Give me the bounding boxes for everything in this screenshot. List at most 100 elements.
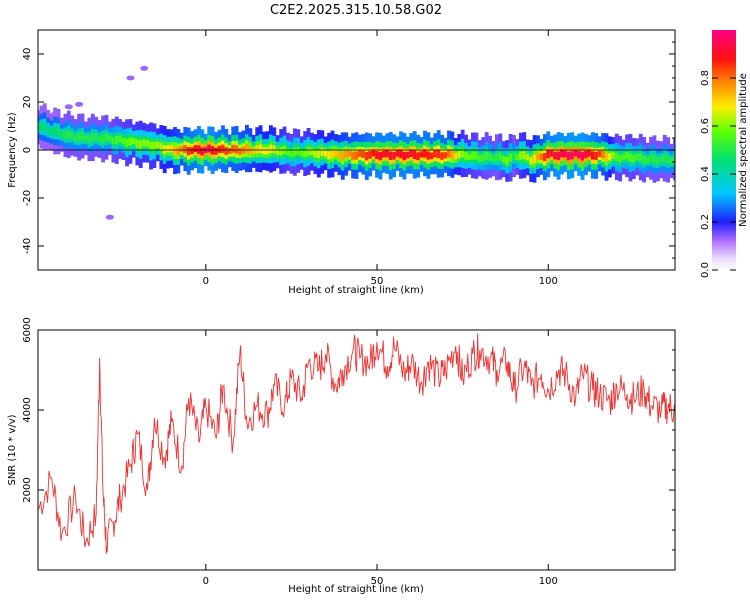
colorbar-tick-label: 0.8 [700, 70, 711, 86]
spectrogram-cell [330, 149, 335, 159]
spectrogram-cell [108, 135, 112, 142]
spectrogram-cell [395, 150, 400, 157]
spectrogram-cell [179, 146, 184, 153]
spectrogram-cell [666, 155, 671, 164]
snr-x-axis-label: Height of straight line (km) [288, 584, 424, 595]
chart-title: C2E2.2025.315.10.58.G02 [270, 3, 442, 18]
spectrogram-cell [94, 133, 99, 141]
spectrogram-cell [539, 153, 544, 161]
spectrogram-cell [265, 147, 270, 155]
spectrogram-cell [614, 152, 619, 162]
spectrogram-cell [231, 144, 236, 153]
colorbar-tick-label: 0.6 [700, 118, 711, 134]
spectrogram-cell [49, 128, 54, 136]
snr-panel: 0 50 100 2000 4000 6000 Height of straight li… [7, 317, 676, 595]
spectrogram-cell [405, 151, 410, 159]
spectrogram-cell [162, 145, 167, 154]
spectrogram-cell [101, 134, 105, 144]
spectrogram-cell [560, 150, 564, 158]
spectrogram-cell [594, 151, 599, 161]
spectrogram-cell [381, 150, 386, 158]
spectrogram-cell [416, 152, 421, 161]
spectrogram-cell [200, 147, 205, 156]
spectrogram-cell [412, 150, 417, 160]
spectrogram-cell [337, 151, 342, 159]
spectrogram-cell [577, 150, 582, 159]
spectrogram-cell [310, 148, 314, 156]
spectrogram-cell [570, 151, 575, 160]
spectrogram-cell [566, 151, 571, 161]
spectrogram-cell [155, 141, 160, 148]
spectrogram-cell [358, 150, 362, 157]
snr-x-tick-label: 50 [371, 576, 384, 587]
spectrogram-cell [118, 135, 123, 143]
spectrogram-cell [292, 147, 297, 157]
spectrogram-cell [378, 152, 383, 161]
spectrogram-cell [501, 155, 506, 163]
spectrogram-cell [289, 150, 294, 158]
snr-y-tick-label: 2000 [22, 477, 33, 502]
spectrogram-cell [275, 148, 280, 155]
spectrogram-cell [635, 153, 640, 161]
spectrogram-cell [214, 147, 218, 155]
spectrogram-cell [207, 144, 212, 153]
spectrogram-cell [549, 150, 554, 157]
spectrogram-outlier [126, 75, 135, 81]
spectrogram-cell [498, 152, 503, 161]
spectrogram-cell [652, 154, 657, 164]
spectrogram-cell [193, 145, 198, 153]
spectrogram-cell [186, 146, 191, 156]
spectrogram-cell [351, 151, 355, 160]
spectrogram-cell [368, 151, 373, 159]
spectrogram-cell [166, 145, 171, 153]
spectrogram-cell [176, 147, 181, 156]
spectrogram-x-tick-label: 50 [371, 276, 384, 287]
spectrogram-cell [60, 131, 64, 138]
spectrogram-outlier [51, 111, 60, 117]
spectrogram-outlier [64, 104, 73, 110]
spectrogram-cell [279, 147, 284, 156]
spectrogram-x-tick-label: 0 [203, 276, 209, 287]
spectrogram-cell [142, 139, 147, 147]
spectrogram-cell [135, 139, 140, 148]
spectrogram-y-tick-label: 20 [22, 96, 33, 109]
spectrogram-cell [39, 123, 44, 131]
colorbar-tick-label: 0.0 [700, 262, 711, 278]
spectrogram-cell [628, 153, 633, 162]
spectrogram-cell [491, 155, 496, 162]
spectrogram-cell [53, 126, 58, 136]
spectrogram-cell [426, 151, 431, 160]
spectrogram-cell [173, 146, 177, 155]
spectrogram-cell [114, 136, 119, 145]
spectrogram-cell [169, 145, 174, 153]
spectrogram-cell [447, 149, 451, 158]
spectrogram-y-tick-label: -20 [22, 190, 33, 206]
spectrogram-cell [268, 144, 273, 154]
spectrogram-cell [587, 150, 592, 157]
spectrogram-cell [518, 151, 523, 160]
spectrogram-y-tick-label: -40 [22, 238, 33, 254]
spectrogram-cell [632, 154, 636, 163]
spectrogram-cell [584, 150, 588, 159]
spectrogram-cell [90, 133, 95, 142]
spectrogram-cell [361, 150, 366, 158]
spectrogram-cell [152, 141, 157, 150]
spectrogram-cell [221, 144, 225, 154]
snr-series-line [38, 333, 675, 555]
spectrogram-cell [183, 145, 188, 153]
spectrogram-cell [460, 149, 465, 158]
spectrogram-cell [409, 149, 414, 157]
spectrogram-cell [245, 144, 249, 153]
spectrogram-cell [488, 153, 492, 161]
spectrogram-cell [546, 150, 551, 159]
spectrogram-cell [38, 124, 40, 131]
spectrogram-cell [262, 147, 266, 155]
spectrogram-cell [655, 157, 660, 165]
spectrogram-cell [608, 153, 612, 161]
spectrogram-cell [145, 139, 150, 147]
spectrogram-cell [573, 150, 578, 157]
spectrogram-cell [121, 137, 126, 145]
snr-x-tick-label: 0 [203, 576, 209, 587]
spectrogram-outlier [105, 214, 114, 220]
spectrogram-cell [224, 147, 229, 155]
